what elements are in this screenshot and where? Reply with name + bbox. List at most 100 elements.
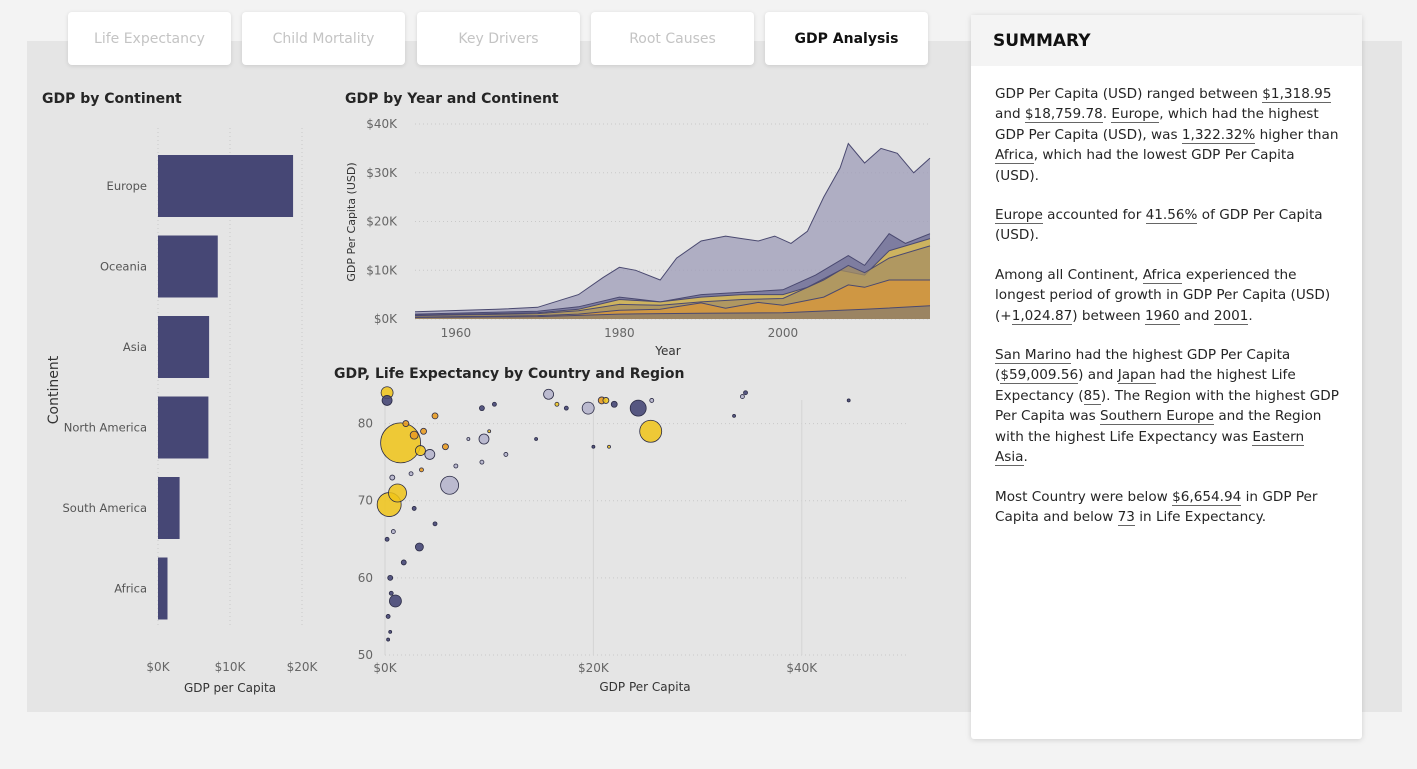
summary-text: higher than [1255,126,1339,143]
scatter-point [479,405,485,412]
scatter-point [389,594,402,608]
summary-paragraph: GDP Per Capita (USD) ranged between $1,3… [995,84,1340,186]
tab-gdp-analysis[interactable]: GDP Analysis [765,12,928,65]
bar [158,477,180,539]
scatter-point [381,395,393,406]
x-tick-label: $20K [287,660,319,674]
summary-value[interactable]: 1960 [1144,307,1180,325]
summary-text: GDP Per Capita (USD) ranged between [995,86,1263,102]
summary-value[interactable]: Europe [1111,106,1160,124]
y-axis-label: GDP Per Capita (USD) [345,162,358,281]
tab-key-drivers[interactable]: Key Drivers [417,12,580,65]
scatter-point [387,574,394,581]
scatter-point [402,420,410,427]
x-tick-label: $0K [146,660,170,674]
summary-text: ). The Region with the highest GDP Per C… [995,387,1339,425]
summary-text: and [995,106,1025,123]
scatter-point [389,474,396,481]
gdp-by-year-chart: $0K $10K $20K $30K $40K 1960 1980 2000 Year GDP P… [345,117,931,358]
scatter-point [380,422,422,464]
area-chart-title: GDP by Year and Continent [345,91,559,107]
x-tick-label: $0K [373,661,397,675]
tab-root-causes[interactable]: Root Causes [591,12,754,65]
category-label: North America [64,421,147,435]
scatter-point [743,390,748,396]
summary-text: Most Country were below [995,488,1173,505]
summary-text: in Life Expectancy. [1134,508,1267,525]
scatter-point [431,412,439,420]
scatter-point [479,459,485,465]
summary-text: had the highest Life Expectancy ( [995,367,1296,404]
summary-value[interactable]: Eastern Asia [995,428,1305,467]
summary-value[interactable]: Africa [1142,266,1182,284]
category-label: Africa [114,582,147,596]
bar [158,316,210,378]
summary-value[interactable]: 41.56% [1145,207,1198,225]
summary-text: in GDP Per Capita and below [995,488,1318,525]
x-tick-label: 1980 [604,326,635,340]
summary-value[interactable]: $59,009.56 [1000,367,1079,385]
area-series-line [414,279,930,318]
summary-paragraph: Europe accounted for 41.56% of GDP Per C… [995,205,1340,246]
y-tick-label: 80 [358,417,373,431]
summary-value[interactable]: $1,318.95 [1262,86,1332,103]
summary-value[interactable]: 1,322.32% [1181,126,1256,144]
y-tick-label: $30K [366,166,398,180]
scatter-chart-title: GDP, Life Expectancy by Country and Regi… [334,366,685,382]
summary-value[interactable]: Japan [1117,367,1156,385]
area-series-line [414,305,931,318]
scatter-point [554,401,560,407]
summary-text: . [1102,106,1112,123]
summary-text: experienced the longest period of growth… [995,266,1331,324]
summary-value[interactable]: $6,654.94 [1172,488,1242,506]
area-series [415,245,930,319]
bar [158,557,168,620]
scatter-point [408,471,414,477]
scatter-point [607,444,611,449]
y-tick-label: $40K [366,117,398,131]
summary-panel: SUMMARY GDP Per Capita (USD) ranged betw… [971,15,1362,739]
summary-value[interactable]: 1,024.87 [1011,307,1073,325]
scatter-point [492,401,497,407]
scatter-point [740,394,745,399]
summary-value[interactable]: 2001 [1213,307,1249,325]
summary-body: GDP Per Capita (USD) ranged between $1,3… [971,66,1362,527]
scatter-point [453,463,459,469]
summary-value[interactable]: 73 [1117,508,1135,526]
scatter-point [478,433,490,445]
scatter-point [409,430,419,440]
scatter-point [649,398,655,403]
area-series-line [414,142,931,313]
scatter-point [487,429,492,434]
scatter-point [503,452,509,457]
summary-text: and [1179,307,1214,324]
summary-value[interactable]: San Marino [995,347,1072,365]
area-series-line [414,245,931,317]
category-label: South America [62,501,147,515]
scatter-point [581,401,595,415]
area-series [415,280,930,319]
summary-value[interactable]: Southern Europe [1100,408,1215,426]
summary-value[interactable]: $18,759.78 [1024,106,1103,124]
scatter-point [732,413,736,418]
scatter-point [432,521,438,527]
tab-life-expectancy[interactable]: Life Expectancy [68,12,231,65]
area-series [415,305,930,319]
y-tick-label: 50 [358,648,373,662]
scatter-point [440,475,460,495]
x-tick-label: 1960 [441,326,472,340]
area-series [415,143,930,319]
y-tick-label: $20K [366,215,398,229]
scatter-point [420,427,427,435]
category-label: Asia [123,340,147,354]
category-label: Europe [107,179,147,193]
summary-value[interactable]: 85 [1083,387,1101,405]
scatter-point [629,399,647,417]
scatter-point [563,405,569,411]
summary-value[interactable]: Europe [995,207,1043,225]
y-tick-label: 60 [358,571,373,585]
summary-value[interactable]: Africa [995,147,1034,165]
tab-child-mortality[interactable]: Child Mortality [242,12,405,65]
summary-text: Among all Continent, [995,266,1143,283]
summary-text: ) between [1072,307,1145,324]
